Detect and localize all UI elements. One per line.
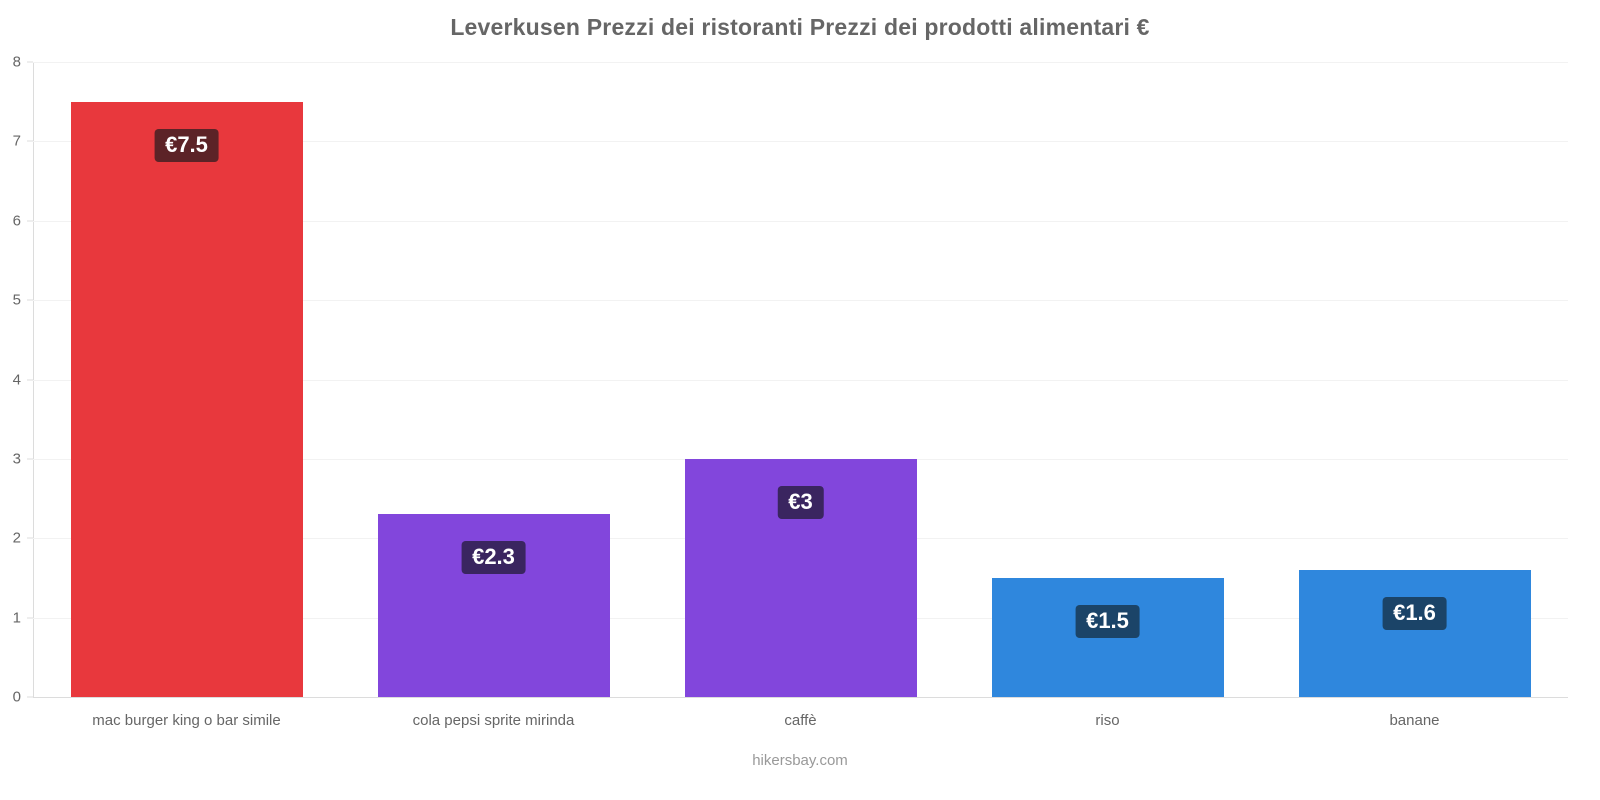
y-axis-tick-label: 7 — [12, 132, 21, 150]
grid-line — [33, 379, 1568, 381]
bar-value-label: €3 — [777, 485, 824, 519]
bar-value-label: €1.5 — [1075, 604, 1140, 638]
bar-slot: €2.3 — [340, 62, 647, 697]
grid-line — [33, 300, 1568, 302]
y-axis-tick-mark — [27, 696, 33, 698]
y-axis-tick-label: 4 — [12, 371, 21, 388]
y-axis-tick-label: 8 — [12, 53, 21, 71]
x-axis-category-label: mac burger king o bar simile — [92, 712, 281, 729]
x-axis-category-label: riso — [1095, 712, 1120, 729]
y-axis-tick-mark — [27, 537, 33, 539]
y-axis-tick-label: 5 — [12, 291, 21, 309]
bar-value-label: €2.3 — [461, 541, 526, 575]
x-axis-line — [33, 697, 1568, 698]
x-axis-category-label: banane — [1389, 712, 1440, 729]
chart-title: Leverkusen Prezzi dei ristoranti Prezzi … — [450, 14, 1150, 40]
bar-value-label: €7.5 — [154, 128, 219, 162]
y-axis-tick-mark — [27, 220, 33, 222]
y-axis-tick-mark — [27, 617, 33, 619]
y-axis-tick-label: 1 — [12, 609, 21, 627]
bar[interactable] — [70, 101, 303, 697]
y-axis-tick-label: 2 — [12, 529, 21, 547]
grid-line — [33, 141, 1568, 143]
y-axis-tick-mark — [27, 379, 33, 380]
y-axis-tick-label: 0 — [12, 688, 21, 706]
bar-slot: €7.5 — [33, 62, 340, 697]
x-axis-category-label: caffè — [784, 712, 817, 729]
bar-slot: €3 — [647, 62, 954, 697]
y-axis-tick-mark — [27, 299, 33, 301]
bar-slot: €1.6 — [1261, 62, 1568, 697]
bar[interactable] — [1298, 570, 1531, 697]
y-axis-tick-mark — [27, 140, 33, 142]
grid-line — [33, 220, 1568, 222]
bar-series: €7.5 €2.3 €3 €1.5 €1.6 — [33, 62, 1568, 697]
grid-line — [33, 62, 1568, 63]
plot-area: 0 1 2 3 4 5 6 7 8 €7.5 €2.3 €3 €1.5 €1.6 — [13, 54, 1568, 706]
y-axis-tick-label: 3 — [12, 450, 21, 468]
bar-value-label: €1.6 — [1382, 597, 1447, 630]
bar-slot: €1.5 — [954, 62, 1261, 697]
y-axis-tick-mark — [27, 458, 33, 460]
y-axis-tick-label: 6 — [12, 212, 21, 230]
x-axis-category-label: cola pepsi sprite mirinda — [412, 712, 575, 729]
source-watermark: hikersbay.com — [752, 752, 848, 769]
y-axis-tick-mark — [27, 61, 33, 63]
